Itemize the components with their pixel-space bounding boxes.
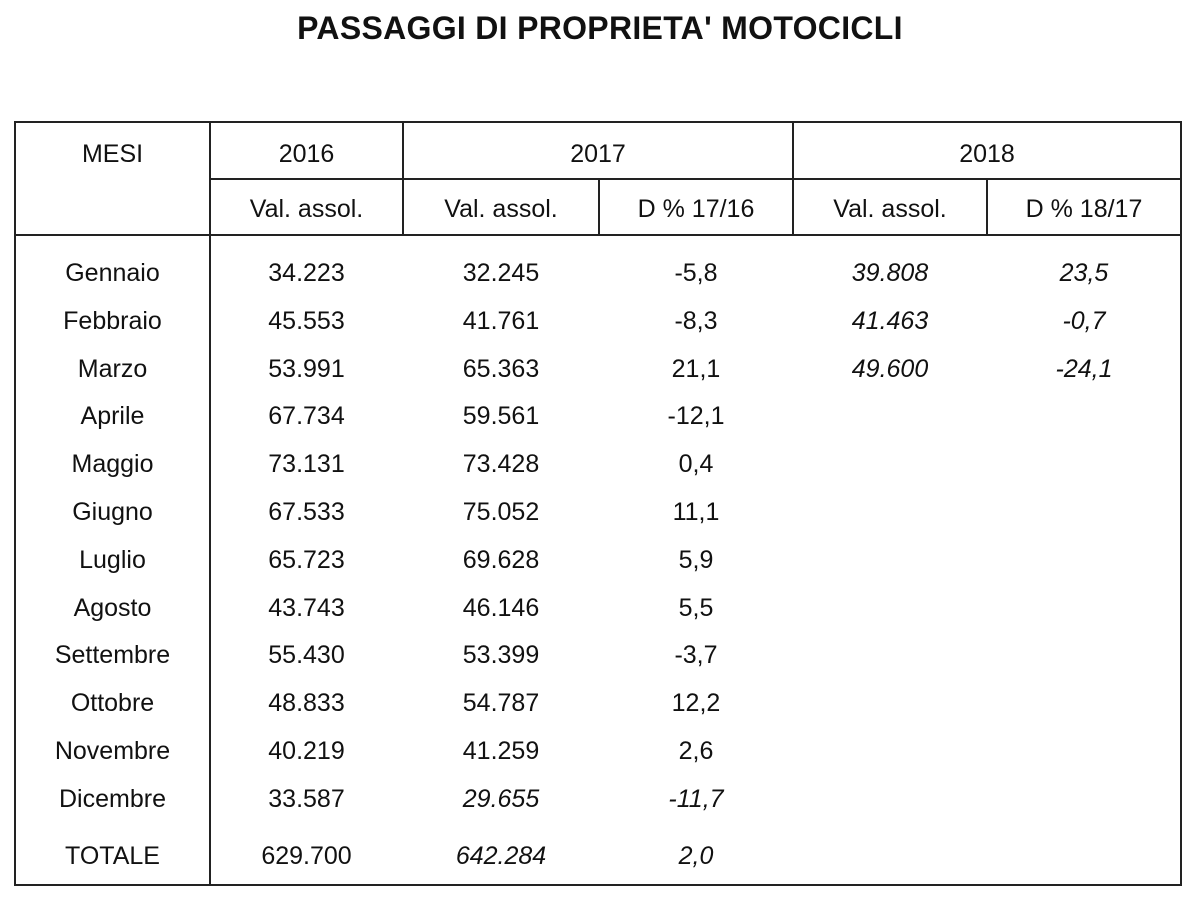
month-cell: Novembre (54, 737, 171, 765)
header-delta-17-16: D % 17/16 (637, 195, 755, 223)
value-2016-cell: 67.734 (268, 402, 345, 430)
value-2016-cell: 43.743 (268, 594, 345, 622)
month-cell: Gennaio (65, 259, 160, 287)
month-cell: Agosto (73, 594, 152, 622)
month-cell: Ottobre (70, 689, 155, 717)
totale-label: TOTALE (65, 842, 160, 870)
delta-17-16-cell: -3,7 (674, 641, 718, 669)
value-2016-cell: 33.587 (268, 785, 345, 813)
header-val-2018: Val. assol. (833, 195, 947, 223)
value-2016-cell: 34.223 (268, 259, 345, 287)
delta-17-16-cell: -8,3 (674, 307, 718, 335)
delta-17-16-cell: 2,6 (678, 737, 714, 765)
page-title: PASSAGGI DI PROPRIETA' MOTOCICLI (297, 10, 903, 46)
delta-17-16-cell: 11,1 (672, 498, 720, 526)
value-2018-cell: 41.463 (851, 307, 929, 335)
header-val-2017: Val. assol. (444, 195, 558, 223)
delta-17-16-cell: 5,9 (678, 546, 714, 574)
month-cell: Febbraio (63, 307, 162, 335)
col-divider-5 (986, 179, 988, 235)
header-delta-18-17: D % 18/17 (1025, 195, 1143, 223)
month-cell: Dicembre (59, 785, 166, 813)
value-2016-cell: 73.131 (268, 450, 345, 478)
value-2017-cell: 41.259 (462, 737, 540, 765)
month-cell: Maggio (71, 450, 154, 478)
header-year-2018: 2018 (959, 140, 1015, 168)
value-2016-cell: 53.991 (268, 355, 345, 383)
value-2017-cell: 73.428 (462, 450, 540, 478)
delta-17-16-cell: -11,7 (668, 785, 724, 813)
value-2016-cell: 55.430 (268, 641, 345, 669)
delta-17-16-cell: -5,8 (674, 259, 718, 287)
totale-delta-17-16: 2,0 (678, 842, 714, 870)
header-val-2016: Val. assol. (249, 195, 364, 223)
header-mesi: MESI (81, 140, 144, 168)
delta-17-16-cell: -12,1 (667, 402, 725, 430)
delta-17-16-cell: 5,5 (678, 594, 714, 622)
value-2017-cell: 69.628 (462, 546, 540, 574)
month-cell: Aprile (80, 402, 145, 430)
totale-2017: 642.284 (455, 842, 547, 870)
month-cell: Giugno (72, 498, 153, 526)
value-2016-cell: 48.833 (268, 689, 345, 717)
value-2017-cell: 59.561 (462, 402, 540, 430)
header-year-2017: 2017 (570, 140, 626, 168)
month-cell: Luglio (79, 546, 146, 574)
value-2017-cell: 32.245 (462, 259, 540, 287)
delta-18-17-cell: -24,1 (1055, 355, 1113, 383)
value-2018-cell: 39.808 (851, 259, 929, 287)
delta-17-16-cell: 0,4 (678, 450, 714, 478)
value-2017-cell: 54.787 (462, 689, 540, 717)
totale-2016: 629.700 (261, 842, 352, 870)
value-2017-cell: 46.146 (462, 594, 540, 622)
header-divider-2 (16, 234, 1180, 236)
delta-18-17-cell: -0,7 (1062, 307, 1106, 335)
value-2017-cell: 75.052 (462, 498, 540, 526)
header-divider-1 (209, 178, 1180, 180)
delta-17-16-cell: 12,2 (671, 689, 721, 717)
value-2017-cell: 41.761 (462, 307, 540, 335)
value-2017-cell: 65.363 (462, 355, 540, 383)
header-year-2016: 2016 (278, 140, 335, 168)
delta-18-17-cell: 23,5 (1059, 259, 1109, 287)
value-2016-cell: 67.533 (268, 498, 345, 526)
col-divider-3 (598, 179, 600, 235)
month-cell: Marzo (77, 355, 148, 383)
delta-17-16-cell: 21,1 (671, 355, 721, 383)
value-2016-cell: 45.553 (268, 307, 345, 335)
value-2017-cell: 53.399 (462, 641, 540, 669)
month-cell: Settembre (54, 641, 171, 669)
data-table: MESI 2016 2017 2018 Val. assol. Val. ass… (14, 121, 1182, 886)
value-2018-cell: 49.600 (851, 355, 929, 383)
value-2016-cell: 65.723 (268, 546, 345, 574)
value-2016-cell: 40.219 (268, 737, 345, 765)
value-2017-cell: 29.655 (462, 785, 540, 813)
col-divider-1 (209, 123, 211, 884)
